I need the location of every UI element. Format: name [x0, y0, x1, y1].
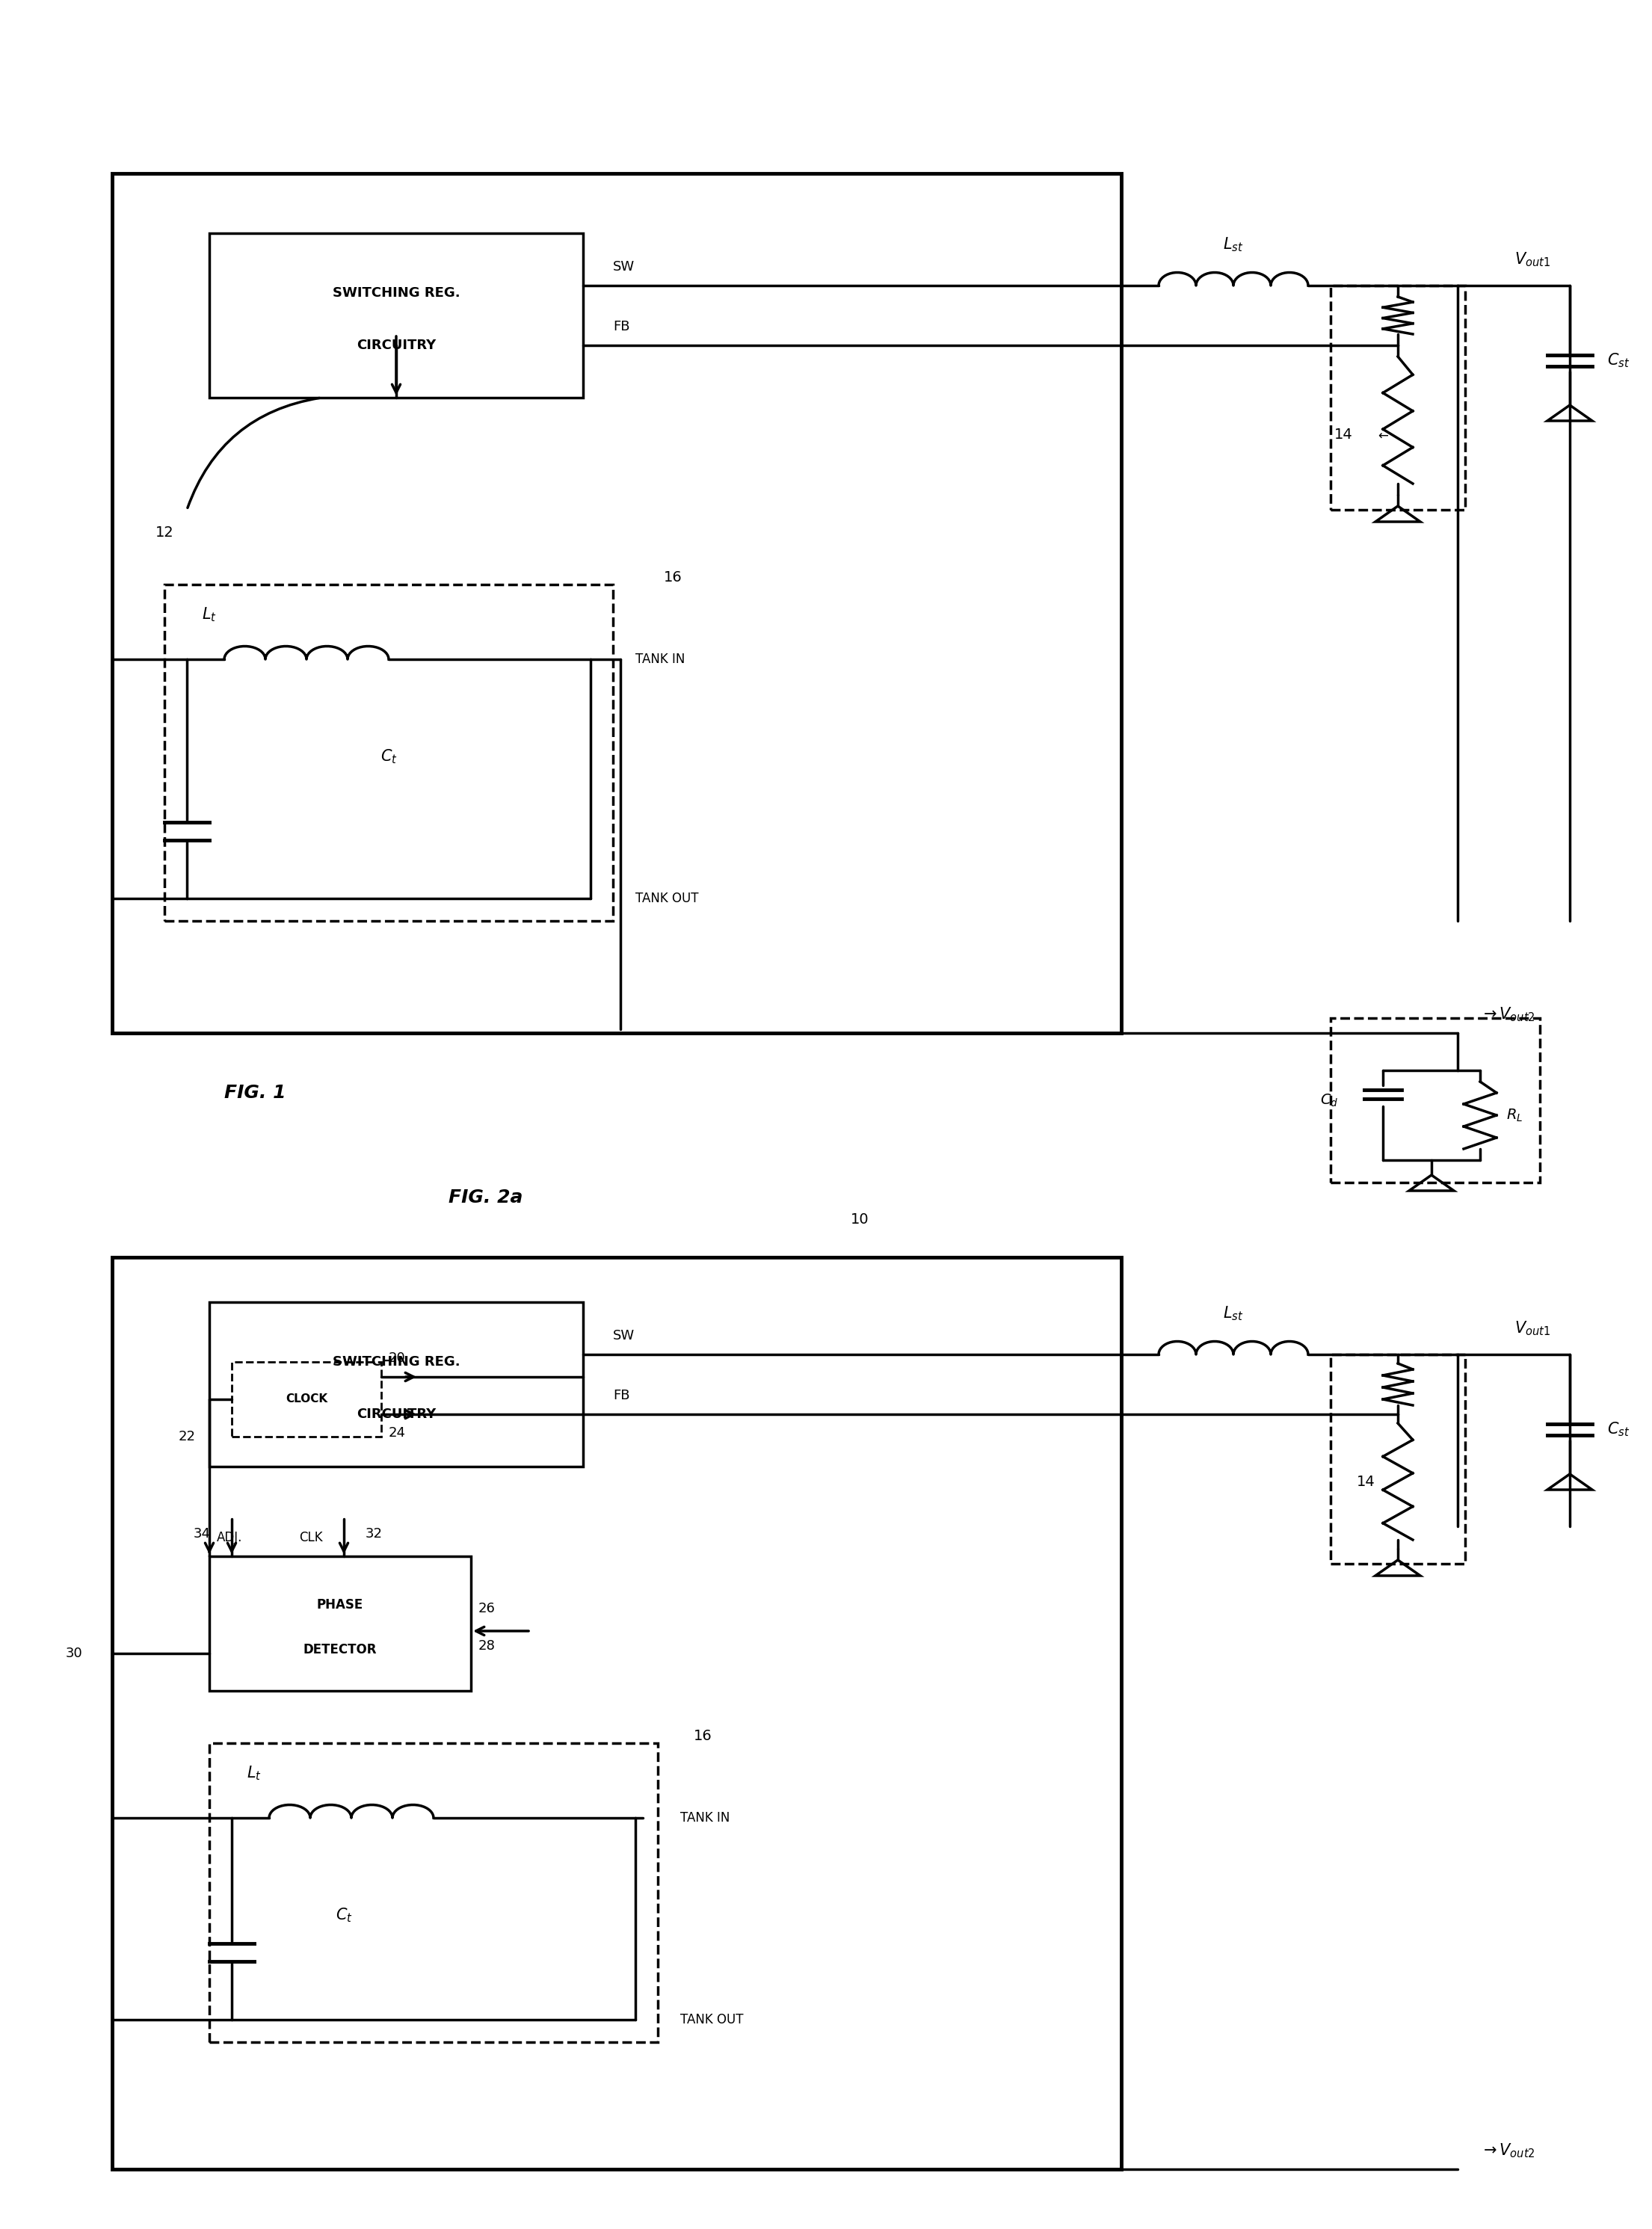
Text: $C_d$: $C_d$ — [1320, 1092, 1338, 1108]
Text: 30: 30 — [64, 1647, 83, 1661]
Text: $C_{st}$: $C_{st}$ — [1607, 1420, 1631, 1438]
Text: $R_L$: $R_L$ — [1507, 1108, 1523, 1123]
Text: SW: SW — [613, 261, 634, 274]
Text: $\rightarrow V_{out2}$: $\rightarrow V_{out2}$ — [1480, 2142, 1535, 2160]
Text: 14: 14 — [1356, 1473, 1376, 1489]
Text: 32: 32 — [365, 1527, 382, 1540]
Text: SWITCHING REG.: SWITCHING REG. — [332, 1355, 459, 1369]
Text: 14: 14 — [1335, 428, 1353, 441]
Text: $V_{out1}$: $V_{out1}$ — [1515, 250, 1550, 267]
Text: $L_{st}$: $L_{st}$ — [1222, 1304, 1244, 1322]
Text: $C_{st}$: $C_{st}$ — [1607, 352, 1631, 370]
Text: CLOCK: CLOCK — [286, 1393, 327, 1404]
Text: $\rightarrow V_{out2}$: $\rightarrow V_{out2}$ — [1480, 1005, 1535, 1023]
Text: CLK: CLK — [299, 1531, 322, 1545]
Text: $L_t$: $L_t$ — [246, 1763, 261, 1781]
Text: 24: 24 — [388, 1427, 406, 1440]
Text: TANK OUT: TANK OUT — [681, 2013, 743, 2026]
Text: 12: 12 — [155, 526, 173, 539]
Text: SW: SW — [613, 1328, 634, 1342]
Text: FB: FB — [613, 1389, 629, 1402]
Text: TANK OUT: TANK OUT — [636, 892, 699, 905]
Text: TANK IN: TANK IN — [636, 653, 686, 666]
Text: FB: FB — [613, 321, 629, 334]
Text: CIRCUITRY: CIRCUITRY — [357, 339, 436, 352]
Text: 10: 10 — [851, 1213, 869, 1226]
Text: 20: 20 — [388, 1351, 406, 1364]
Text: 16: 16 — [694, 1727, 712, 1743]
Text: CIRCUITRY: CIRCUITRY — [357, 1406, 436, 1420]
Text: ADJ.: ADJ. — [216, 1531, 243, 1545]
Text: 22: 22 — [178, 1431, 195, 1444]
Text: $C_t$: $C_t$ — [335, 1906, 352, 1924]
Text: $L_{st}$: $L_{st}$ — [1222, 236, 1244, 254]
Text: FIG. 2a: FIG. 2a — [449, 1188, 524, 1206]
Text: $\leftarrow$: $\leftarrow$ — [1376, 428, 1389, 441]
Text: 16: 16 — [664, 571, 682, 584]
Text: TANK IN: TANK IN — [681, 1812, 730, 1826]
Text: SWITCHING REG.: SWITCHING REG. — [332, 285, 459, 299]
Text: FIG. 1: FIG. 1 — [225, 1083, 286, 1101]
Text: PHASE: PHASE — [317, 1598, 363, 1612]
Text: $L_t$: $L_t$ — [202, 606, 216, 624]
Text: $C_t$: $C_t$ — [380, 747, 396, 765]
Text: $V_{out1}$: $V_{out1}$ — [1515, 1320, 1550, 1337]
Text: 28: 28 — [479, 1638, 496, 1652]
Text: 26: 26 — [479, 1603, 496, 1616]
Text: 34: 34 — [193, 1527, 210, 1540]
Text: DETECTOR: DETECTOR — [304, 1643, 377, 1656]
